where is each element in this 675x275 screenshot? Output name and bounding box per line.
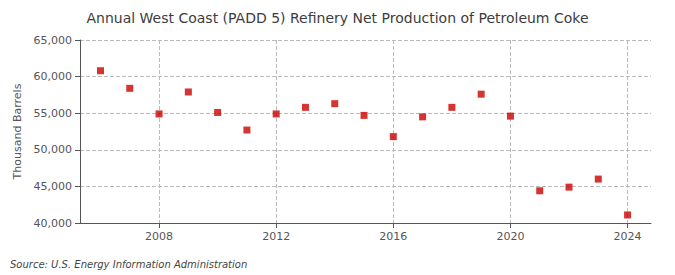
svg-text:2016: 2016: [379, 230, 407, 243]
svg-text:Annual West Coast (PADD 5) Ref: Annual West Coast (PADD 5) Refinery Net …: [86, 10, 588, 26]
svg-text:2012: 2012: [262, 230, 290, 243]
svg-text:2024: 2024: [614, 230, 642, 243]
svg-text:2020: 2020: [496, 230, 524, 243]
svg-text:2008: 2008: [145, 230, 173, 243]
svg-text:40,000: 40,000: [34, 217, 73, 230]
svg-text:55,000: 55,000: [34, 107, 73, 120]
svg-text:45,000: 45,000: [34, 180, 73, 193]
svg-text:50,000: 50,000: [34, 143, 73, 156]
svg-text:Thousand Barrels: Thousand Barrels: [11, 83, 24, 180]
svg-text:65,000: 65,000: [34, 34, 73, 47]
svg-text:60,000: 60,000: [34, 70, 73, 83]
svg-text:Source: U.S. Energy Informatio: Source: U.S. Energy Information Administ…: [10, 259, 247, 270]
